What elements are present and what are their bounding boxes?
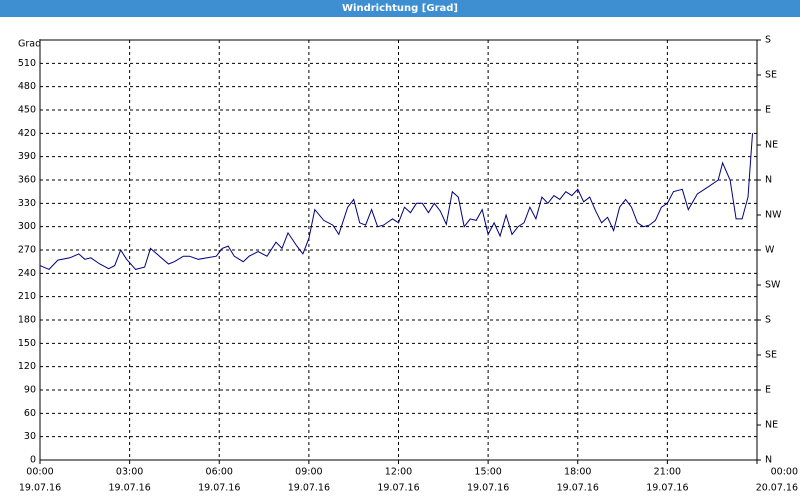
x-tick-date: 20.07.16 (756, 483, 798, 494)
y2-tick-label: NE (765, 420, 778, 431)
y2-tick-label: N (765, 175, 772, 186)
x-tick-label: 15:00 (474, 467, 501, 478)
y2-tick-label: S (765, 315, 771, 326)
x-tick-date: 19.07.16 (108, 483, 150, 494)
y2-tick-label: S (765, 35, 771, 46)
x-tick-date: 19.07.16 (19, 483, 61, 494)
y-tick-label: 420 (18, 128, 36, 139)
y-tick-label: 30 (24, 431, 36, 442)
y-tick-label: 360 (18, 175, 36, 186)
x-tick-label: 12:00 (385, 467, 412, 478)
x-tick-date: 19.07.16 (377, 483, 419, 494)
x-tick-date: 19.07.16 (646, 483, 688, 494)
y-tick-label: 390 (18, 151, 36, 162)
title-bar: Windrichtung [Grad] (0, 0, 800, 17)
y-tick-label: 90 (24, 385, 36, 396)
x-tick-label: 00:00 (771, 467, 798, 478)
y2-tick-label: SE (765, 70, 777, 81)
y2-tick-label: SW (765, 280, 781, 291)
y2-tick-label: NE (765, 140, 778, 151)
y-tick-label: 150 (18, 338, 36, 349)
data-line (39, 133, 753, 270)
y2-tick-label: E (765, 385, 771, 396)
x-tick-label: 03:00 (116, 467, 143, 478)
x-tick-label: 18:00 (564, 467, 591, 478)
y-tick-label: 330 (18, 198, 36, 209)
plot-frame (39, 39, 758, 461)
y-tick-label: 180 (18, 315, 36, 326)
y-tick-label: 210 (18, 291, 36, 302)
y2-tick-label: N (765, 455, 772, 466)
x-tick-date: 19.07.16 (288, 483, 330, 494)
x-tick-date: 19.07.16 (198, 483, 240, 494)
x-tick-label: 09:00 (295, 467, 322, 478)
y-tick-label: 300 (18, 221, 36, 232)
x-tick-label: 06:00 (206, 467, 233, 478)
y-tick-label: 120 (18, 361, 36, 372)
chart: Grad 0 30 60 90 120 150 180 210 240 270 300 330 360 3… (18, 35, 798, 494)
y-tick-label: 510 (18, 58, 36, 69)
y2-tick-label: SE (765, 350, 777, 361)
y-tick-label: 450 (18, 105, 36, 116)
x-tick-date: 19.07.16 (467, 483, 509, 494)
y2-tick-label: W (765, 245, 775, 256)
y-tick-label: 270 (18, 245, 36, 256)
y2-tick-label: NW (765, 210, 782, 221)
x-tick-label: 21:00 (654, 467, 681, 478)
y-tick-label: 480 (18, 81, 36, 92)
x-tick-label: 00:00 (26, 467, 53, 478)
y-axis-label: Grad (18, 39, 41, 50)
x-tick-date: 19.07.16 (557, 483, 599, 494)
y2-tick-label: E (765, 105, 771, 116)
y-tick-label: 0 (30, 455, 36, 466)
y-tick-label: 60 (24, 408, 36, 419)
y-tick-label: 240 (18, 268, 36, 279)
